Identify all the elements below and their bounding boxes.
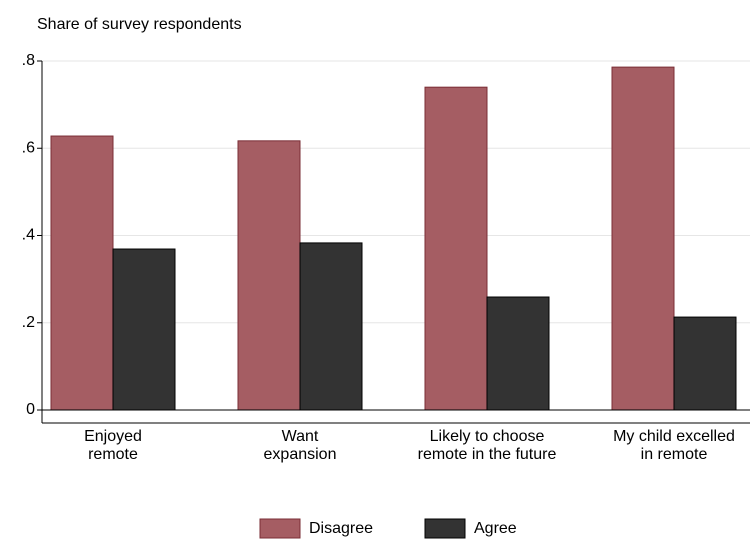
y-tick-label: .8 <box>22 52 35 69</box>
bar <box>112 248 176 411</box>
bar <box>299 242 363 411</box>
bar <box>673 316 737 411</box>
x-tick-label: remote <box>88 446 138 463</box>
x-tick-label: Want <box>282 428 319 445</box>
legend-swatch <box>424 518 466 539</box>
x-tick-label: My child excelled <box>613 428 735 445</box>
y-tick-label: 0 <box>26 401 35 418</box>
x-tick-label: Enjoyed <box>84 428 142 445</box>
bar <box>237 140 301 411</box>
y-tick-label: .2 <box>22 314 35 331</box>
chart-title: Share of survey respondents <box>37 16 242 33</box>
bar <box>486 296 550 411</box>
legend-label: Disagree <box>309 520 373 537</box>
legend-label: Agree <box>474 520 517 537</box>
y-tick-label: .4 <box>22 227 35 244</box>
bar <box>424 86 488 411</box>
legend-swatch <box>259 518 301 539</box>
x-tick-label: in remote <box>641 446 708 463</box>
y-tick-label: .6 <box>22 139 35 156</box>
bar <box>50 135 114 411</box>
x-tick-label: remote in the future <box>418 446 557 463</box>
x-tick-label: Likely to choose <box>430 428 545 445</box>
bar <box>611 66 675 411</box>
x-tick-label: expansion <box>264 446 337 463</box>
